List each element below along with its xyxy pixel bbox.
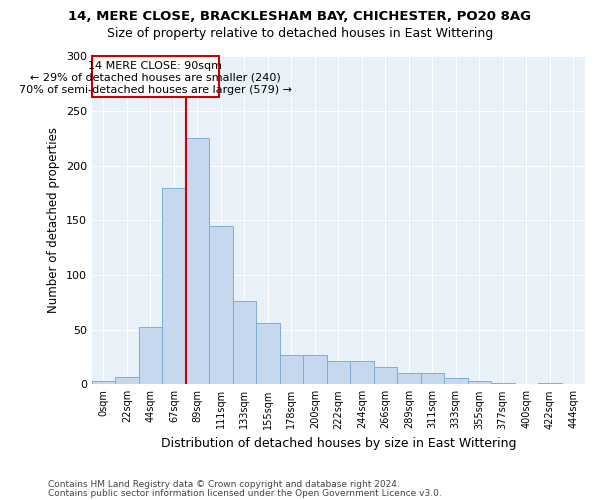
Bar [92,381,115,384]
Text: 70% of semi-detached houses are larger (579) →: 70% of semi-detached houses are larger (… [19,85,292,95]
Bar [162,188,185,384]
Text: Contains public sector information licensed under the Open Government Licence v3: Contains public sector information licen… [48,490,442,498]
Bar [350,362,374,384]
Bar [421,374,444,384]
FancyBboxPatch shape [92,56,218,97]
Bar [467,381,491,384]
Text: Contains HM Land Registry data © Crown copyright and database right 2024.: Contains HM Land Registry data © Crown c… [48,480,400,489]
Bar [326,362,350,384]
Bar [233,302,256,384]
Bar [280,355,303,384]
Bar [256,323,280,384]
Bar [209,226,233,384]
Bar [185,138,209,384]
Bar [115,376,139,384]
Bar [538,383,562,384]
Y-axis label: Number of detached properties: Number of detached properties [47,128,60,314]
Text: 14, MERE CLOSE, BRACKLESHAM BAY, CHICHESTER, PO20 8AG: 14, MERE CLOSE, BRACKLESHAM BAY, CHICHES… [68,10,532,23]
Text: 14 MERE CLOSE: 90sqm: 14 MERE CLOSE: 90sqm [88,61,222,71]
Bar [397,374,421,384]
Bar [374,367,397,384]
Bar [139,328,162,384]
Bar [444,378,467,384]
X-axis label: Distribution of detached houses by size in East Wittering: Distribution of detached houses by size … [161,437,516,450]
Text: ← 29% of detached houses are smaller (240): ← 29% of detached houses are smaller (24… [30,73,281,83]
Bar [303,355,326,384]
Bar [491,383,515,384]
Text: Size of property relative to detached houses in East Wittering: Size of property relative to detached ho… [107,28,493,40]
